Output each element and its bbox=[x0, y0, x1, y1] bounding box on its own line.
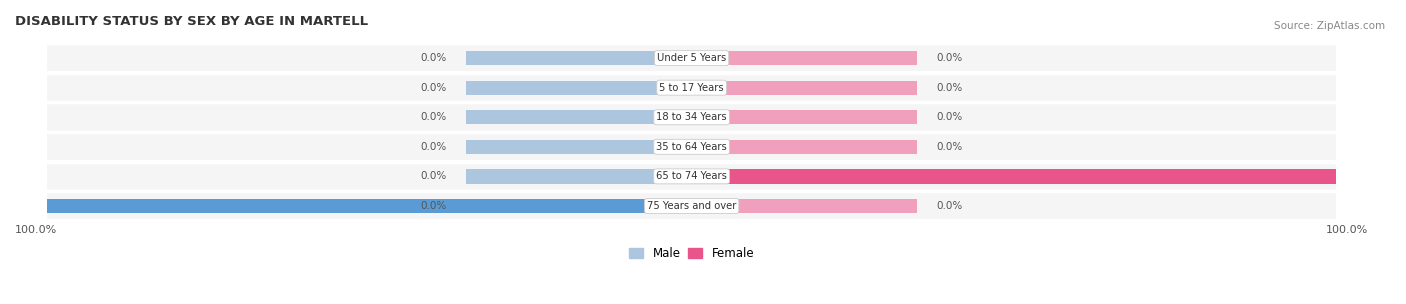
Text: Source: ZipAtlas.com: Source: ZipAtlas.com bbox=[1274, 21, 1385, 31]
Bar bbox=[48, 193, 1336, 219]
Text: 0.0%: 0.0% bbox=[936, 142, 963, 152]
Legend: Male, Female: Male, Female bbox=[628, 247, 754, 260]
Text: DISABILITY STATUS BY SEX BY AGE IN MARTELL: DISABILITY STATUS BY SEX BY AGE IN MARTE… bbox=[15, 15, 368, 28]
Bar bbox=[48, 45, 1336, 71]
Bar bbox=[465, 51, 692, 65]
Text: 0.0%: 0.0% bbox=[420, 112, 447, 122]
Text: 65 to 74 Years: 65 to 74 Years bbox=[657, 171, 727, 181]
Text: 0.0%: 0.0% bbox=[936, 201, 963, 211]
Text: 0.0%: 0.0% bbox=[420, 83, 447, 93]
Text: 35 to 64 Years: 35 to 64 Years bbox=[657, 142, 727, 152]
Text: 0.0%: 0.0% bbox=[420, 142, 447, 152]
Text: 0.0%: 0.0% bbox=[936, 112, 963, 122]
Bar bbox=[465, 169, 692, 184]
Bar bbox=[465, 199, 692, 213]
Text: 0.0%: 0.0% bbox=[420, 171, 447, 181]
Bar bbox=[465, 110, 692, 124]
Bar bbox=[48, 133, 1336, 160]
Bar bbox=[692, 51, 917, 65]
Bar bbox=[692, 81, 917, 95]
Bar bbox=[465, 81, 692, 95]
Text: 75 Years and over: 75 Years and over bbox=[647, 201, 737, 211]
Bar bbox=[692, 110, 917, 124]
Bar bbox=[48, 163, 1336, 190]
Bar bbox=[692, 140, 917, 154]
Bar bbox=[692, 169, 1336, 184]
Bar bbox=[692, 199, 917, 213]
Text: 0.0%: 0.0% bbox=[420, 53, 447, 63]
Text: 100.0%: 100.0% bbox=[1326, 225, 1368, 235]
Text: Under 5 Years: Under 5 Years bbox=[657, 53, 727, 63]
Text: 0.0%: 0.0% bbox=[936, 53, 963, 63]
Bar bbox=[692, 169, 917, 184]
Text: 0.0%: 0.0% bbox=[936, 83, 963, 93]
Text: 18 to 34 Years: 18 to 34 Years bbox=[657, 112, 727, 122]
Bar bbox=[48, 199, 692, 213]
Text: 5 to 17 Years: 5 to 17 Years bbox=[659, 83, 724, 93]
Text: 100.0%: 100.0% bbox=[15, 225, 58, 235]
Text: 100.0%: 100.0% bbox=[1343, 171, 1386, 181]
Text: 0.0%: 0.0% bbox=[420, 201, 447, 211]
Bar bbox=[48, 74, 1336, 101]
Bar bbox=[465, 140, 692, 154]
Bar bbox=[48, 104, 1336, 130]
